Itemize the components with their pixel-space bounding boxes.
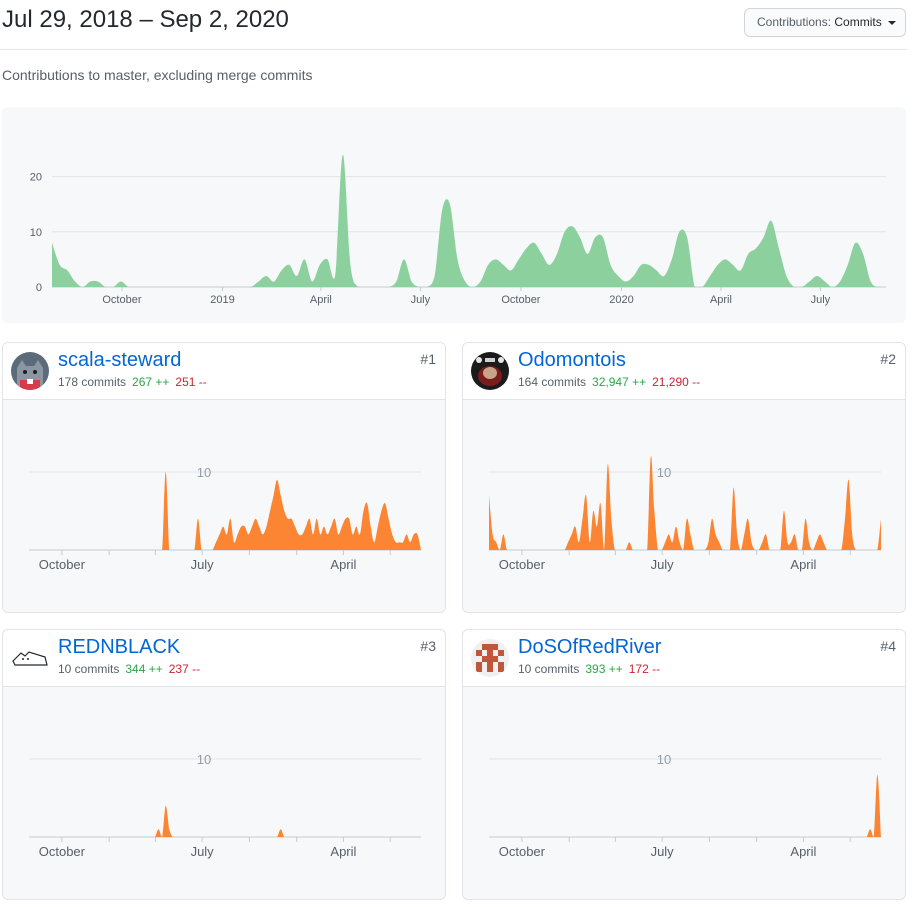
contributor-card-header: REDNBLACK 10 commits 344 ++ 237 -- #3 [3,630,445,687]
contributor-card: scala-steward 178 commits 267 ++ 251 -- #1… [2,342,446,613]
contributor-rank: #3 [420,638,436,654]
contributor-rank: #2 [880,351,896,367]
x-tick-label: April [710,294,732,306]
deletions-count: 251 -- [175,375,207,389]
contributor-card-header: scala-steward 178 commits 267 ++ 251 -- #1 [3,343,445,400]
x-tick-label: July [411,294,431,306]
commits-link[interactable]: 164 commits [518,375,587,389]
contributor-card-header: Odomontois 164 commits 32,947 ++ 21,290 --… [463,343,905,400]
x-tick-label: 2019 [210,294,234,306]
y-tick-label: 10 [197,465,211,480]
select-value: Commits [834,15,882,29]
commits-area-series [52,154,886,287]
date-range-title: Jul 29, 2018 – Sep 2, 2020 [2,6,289,33]
x-tick-label: July [811,294,831,306]
additions-count: 393 ++ [585,662,623,676]
x-tick-label: October [102,294,141,306]
x-tick-label: 2020 [609,294,633,306]
contributor-commits-svg: 10 October July April [489,455,881,572]
contributor-stats: 178 commits 267 ++ 251 -- [58,375,207,389]
y-tick-label: 10 [657,465,671,480]
identicon-icon[interactable] [471,639,509,677]
commits-link[interactable]: 178 commits [58,375,127,389]
x-tick-label: October [499,844,546,859]
x-tick-label: October [39,844,86,859]
x-tick-label: July [191,557,215,572]
contributor-stats: 164 commits 32,947 ++ 21,290 -- [518,375,700,389]
page-header: Jul 29, 2018 – Sep 2, 2020 Contributions… [0,0,907,50]
contributor-card-header: DoSOfRedRiver 10 commits 393 ++ 172 -- #4 [463,630,905,687]
contributor-rank: #1 [420,351,436,367]
contributor-rank: #4 [880,638,896,654]
x-tick-label: October [39,557,86,572]
x-tick-label: April [310,294,332,306]
y-tick-label: 0 [36,282,42,294]
overall-commits-chart: 0 10 20 October 2019 April July October 2020 Apri… [2,107,906,323]
contributor-name-link[interactable]: Odomontois [518,349,626,371]
deletions-count: 237 -- [168,662,201,676]
commits-area-series [29,805,421,837]
additions-count: 32,947 ++ [592,375,647,389]
y-tick-label: 10 [197,752,211,767]
dark-photo-icon[interactable] [471,352,509,390]
commits-link[interactable]: 10 commits [58,662,120,676]
deletions-count: 172 -- [628,662,661,676]
contributor-name-link[interactable]: scala-steward [58,349,182,371]
select-prefix: Contributions: [757,15,832,29]
commits-link[interactable]: 10 commits [518,662,580,676]
caret-down-icon [888,20,897,25]
x-tick-label: April [790,557,816,572]
contributions-subtitle: Contributions to master, excluding merge… [2,67,313,83]
y-tick-label: 20 [30,172,42,184]
overall-commits-svg: 0 10 20 October 2019 April July October 2020 Apri… [30,154,886,306]
contributor-commits-svg: 10 October July April [29,465,421,572]
contributor-card: Odomontois 164 commits 32,947 ++ 21,290 --… [462,342,906,613]
x-tick-label: April [790,844,816,859]
additions-count: 344 ++ [125,662,163,676]
x-tick-label: October [499,557,546,572]
x-tick-label: July [191,844,215,859]
x-tick-label: July [651,844,675,859]
contributions-type-select[interactable]: Contributions: Commits [744,8,906,37]
contributor-commits-svg: 10 October July April [29,752,421,859]
contributor-card: REDNBLACK 10 commits 344 ++ 237 -- #3 10 Oc… [2,629,446,900]
commits-area-series [489,455,881,550]
robot-cat-icon[interactable] [11,352,49,390]
additions-count: 267 ++ [132,375,170,389]
contributor-stats: 10 commits 393 ++ 172 -- [518,662,660,676]
contributor-commits-svg: 10 October July April [489,752,881,859]
sketch-cat-icon[interactable] [11,639,49,677]
x-tick-label: July [651,557,675,572]
contributor-name-link[interactable]: DoSOfRedRiver [518,636,662,658]
commits-area-series [489,774,881,837]
contributor-card: DoSOfRedRiver 10 commits 393 ++ 172 -- #4 … [462,629,906,900]
deletions-count: 21,290 -- [652,375,701,389]
y-tick-label: 10 [30,227,42,239]
x-tick-label: October [501,294,540,306]
x-tick-label: April [330,844,356,859]
contributor-stats: 10 commits 344 ++ 237 -- [58,662,200,676]
x-tick-label: April [330,557,356,572]
commits-area-series [29,472,421,550]
contributor-name-link[interactable]: REDNBLACK [58,636,181,658]
y-tick-label: 10 [657,752,671,767]
